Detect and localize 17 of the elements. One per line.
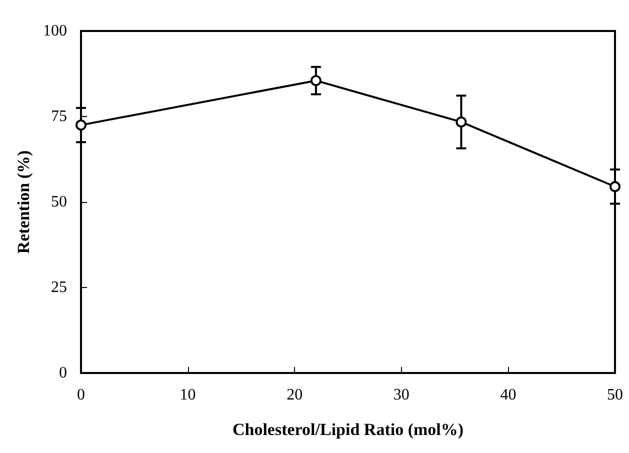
y-tick-label: 100 <box>43 22 67 40</box>
point <box>76 120 86 131</box>
y-axis-title: Retention (%) <box>14 150 34 254</box>
point <box>456 116 467 128</box>
x-axis-title: Cholesterol/Lipid Ratio (mol%) <box>232 420 464 439</box>
x-tick-label: 40 <box>500 386 516 404</box>
x-tick-label: 50 <box>607 386 623 404</box>
x-tick-label: 0 <box>77 386 85 404</box>
y-tick-label: 75 <box>51 108 67 125</box>
y-tick-label: 25 <box>51 279 67 296</box>
x-tick-label: 10 <box>180 386 196 404</box>
x-tick-label: 20 <box>286 386 303 404</box>
y-tick-label: 0 <box>59 364 67 382</box>
y-tick-label: 50 <box>51 194 67 210</box>
point <box>310 75 322 86</box>
x-tick-label: 30 <box>393 386 410 404</box>
point <box>610 181 620 192</box>
